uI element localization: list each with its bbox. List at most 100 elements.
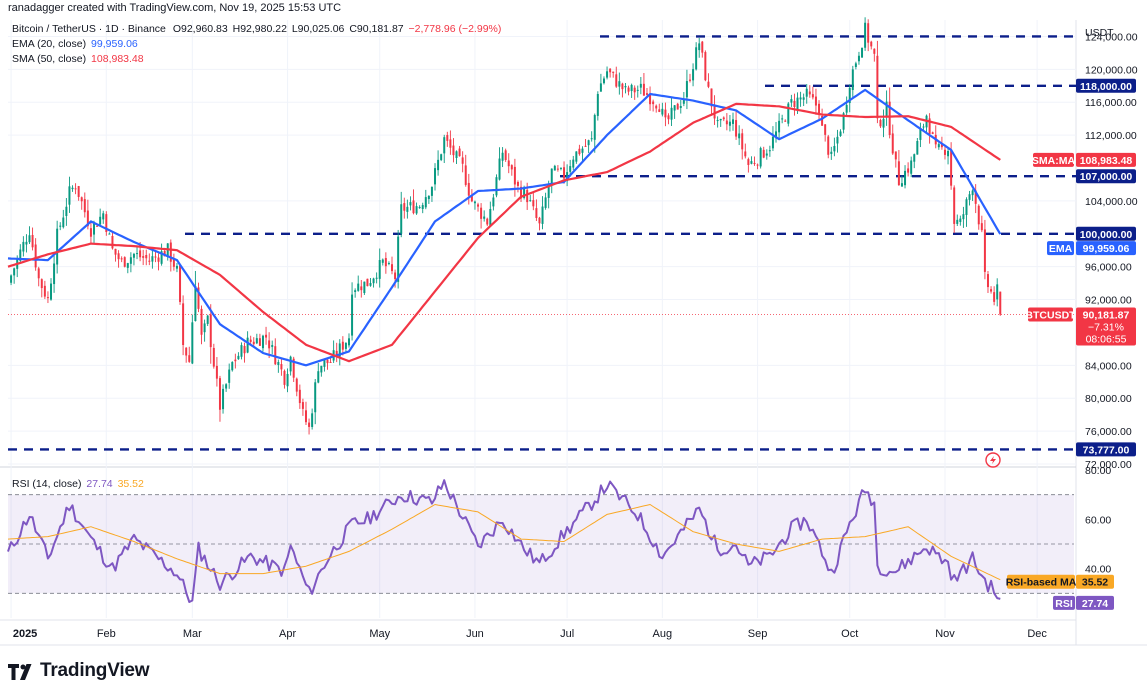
candle-body[interactable] — [796, 97, 799, 110]
candle-body[interactable] — [483, 216, 486, 219]
candle-body[interactable] — [839, 131, 842, 136]
candle-body[interactable] — [873, 48, 876, 54]
candle-body[interactable] — [83, 199, 86, 213]
candle-body[interactable] — [931, 132, 934, 134]
candle-body[interactable] — [756, 164, 759, 166]
candle-body[interactable] — [513, 166, 516, 185]
candle-body[interactable] — [354, 290, 357, 292]
sma-value-tag[interactable]: 108,983.48 — [1076, 152, 1136, 167]
candle-body[interactable] — [928, 118, 931, 135]
candle-body[interactable] — [403, 203, 406, 211]
candle-body[interactable] — [323, 359, 326, 367]
candle-body[interactable] — [735, 120, 738, 137]
candle-body[interactable] — [314, 382, 317, 413]
tradingview-logo[interactable]: TradingView — [8, 660, 150, 682]
candle-body[interactable] — [529, 200, 532, 202]
candle-body[interactable] — [218, 378, 221, 410]
candle-body[interactable] — [974, 190, 977, 204]
sma-legend[interactable]: SMA (50, close) 108,983.48 — [12, 53, 144, 65]
candle-body[interactable] — [559, 167, 562, 169]
candle-body[interactable] — [538, 217, 541, 224]
candle-body[interactable] — [679, 105, 682, 108]
candle-body[interactable] — [526, 189, 529, 203]
candle-body[interactable] — [664, 109, 667, 118]
candle-body[interactable] — [37, 268, 40, 279]
candle-body[interactable] — [879, 120, 882, 127]
candle-body[interactable] — [882, 118, 885, 128]
candle-body[interactable] — [283, 370, 286, 385]
candle-body[interactable] — [618, 81, 621, 87]
candle-body[interactable] — [194, 286, 197, 322]
candle-body[interactable] — [427, 195, 430, 200]
candle-body[interactable] — [904, 170, 907, 186]
candle-body[interactable] — [80, 197, 83, 202]
candle-body[interactable] — [550, 168, 553, 184]
candle-body[interactable] — [919, 129, 922, 140]
candle-body[interactable] — [25, 241, 28, 245]
candle-body[interactable] — [575, 151, 578, 162]
candle-body[interactable] — [968, 194, 971, 200]
candle-body[interactable] — [707, 81, 710, 87]
candle-body[interactable] — [437, 159, 440, 171]
candle-body[interactable] — [108, 233, 111, 235]
candle-body[interactable] — [897, 161, 900, 186]
candle-body[interactable] — [56, 228, 59, 265]
candle-body[interactable] — [191, 322, 194, 364]
candle-body[interactable] — [68, 186, 71, 205]
candle-body[interactable] — [228, 369, 231, 383]
candle-body[interactable] — [255, 338, 258, 344]
candle-body[interactable] — [692, 69, 695, 81]
candle-body[interactable] — [584, 145, 587, 147]
candle-body[interactable] — [652, 101, 655, 105]
candle-body[interactable] — [784, 120, 787, 122]
candle-body[interactable] — [197, 287, 200, 309]
candle-body[interactable] — [732, 119, 735, 124]
candle-body[interactable] — [301, 402, 304, 409]
candle-body[interactable] — [209, 314, 212, 348]
candle-body[interactable] — [596, 93, 599, 116]
candle-body[interactable] — [725, 120, 728, 125]
candle-body[interactable] — [495, 177, 498, 196]
candle-body[interactable] — [661, 108, 664, 115]
candle-body[interactable] — [277, 362, 280, 365]
candle-body[interactable] — [578, 148, 581, 155]
candle-body[interactable] — [885, 101, 888, 118]
candle-body[interactable] — [870, 41, 873, 47]
candle-body[interactable] — [836, 136, 839, 144]
candle-body[interactable] — [848, 87, 851, 104]
candle-body[interactable] — [630, 84, 633, 92]
candle-body[interactable] — [139, 250, 142, 258]
candle-body[interactable] — [446, 135, 449, 141]
candle-body[interactable] — [842, 113, 845, 130]
candle-body[interactable] — [200, 308, 203, 335]
candle-body[interactable] — [753, 162, 756, 164]
candle-body[interactable] — [249, 339, 252, 342]
candle-body[interactable] — [182, 303, 185, 346]
candle-body[interactable] — [922, 126, 925, 128]
candle-body[interactable] — [344, 342, 347, 349]
candle-body[interactable] — [329, 361, 332, 363]
candle-body[interactable] — [501, 152, 504, 161]
candle-body[interactable] — [298, 389, 301, 404]
candle-body[interactable] — [523, 188, 526, 198]
candle-body[interactable] — [261, 335, 264, 349]
candle-body[interactable] — [120, 258, 123, 260]
candle-body[interactable] — [799, 97, 802, 100]
candle-body[interactable] — [347, 338, 350, 346]
candle-body[interactable] — [572, 159, 575, 168]
candle-body[interactable] — [381, 259, 384, 263]
candle-body[interactable] — [698, 43, 701, 51]
ema-name-tag[interactable]: EMA — [1047, 241, 1074, 256]
candle-body[interactable] — [790, 99, 793, 103]
candle-body[interactable] — [440, 154, 443, 160]
candle-body[interactable] — [876, 55, 879, 119]
candle-body[interactable] — [950, 149, 953, 186]
candle-body[interactable] — [375, 277, 378, 279]
candle-body[interactable] — [667, 115, 670, 120]
candle-body[interactable] — [126, 263, 129, 268]
candle-body[interactable] — [172, 259, 175, 267]
candle-body[interactable] — [132, 253, 135, 258]
candle-body[interactable] — [89, 228, 92, 237]
candle-body[interactable] — [615, 74, 618, 87]
candle-body[interactable] — [719, 118, 722, 121]
